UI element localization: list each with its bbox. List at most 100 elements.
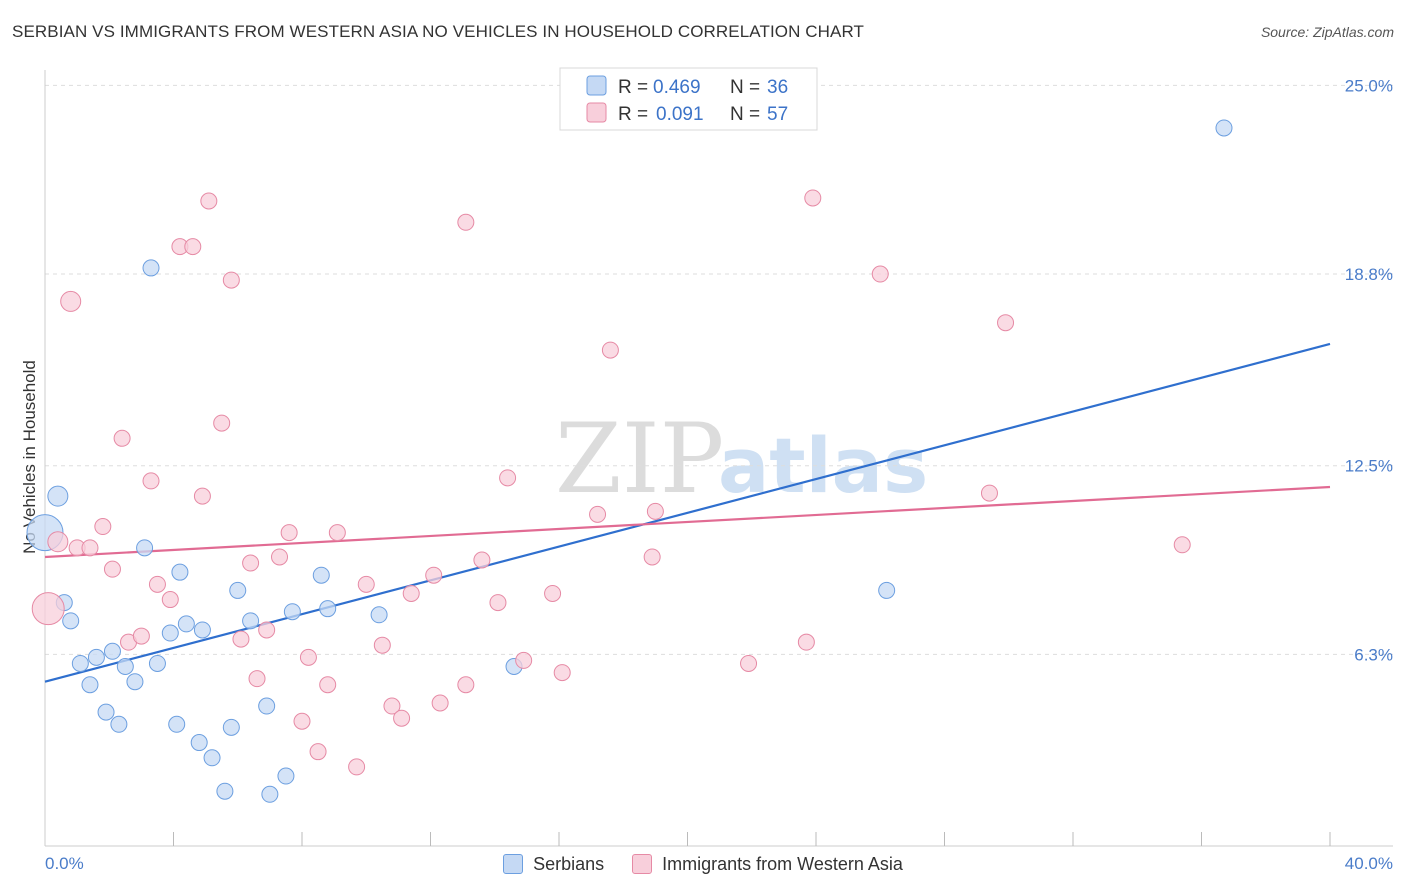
legend-r-value-western-asia: 0.091 (656, 104, 704, 125)
x-tick-label-min: 0.0% (45, 854, 84, 873)
data-point-1-56 (1173, 536, 1191, 554)
data-point-0-26 (258, 697, 276, 715)
data-point-1-18 (222, 271, 240, 289)
data-point-1-37 (431, 694, 449, 712)
data-point-1-25 (293, 712, 311, 730)
data-point-1-33 (383, 697, 401, 715)
data-point-0-13 (142, 259, 160, 277)
axes (44, 70, 1393, 847)
data-point-0-27 (261, 785, 279, 803)
data-point-1-11 (148, 575, 166, 593)
data-point-0-35 (1215, 119, 1233, 137)
data-point-0-8 (103, 642, 121, 660)
data-point-1-35 (402, 584, 420, 602)
legend-key-serbians (503, 854, 524, 874)
data-point-1-50 (740, 654, 758, 672)
data-point-1-27 (309, 743, 327, 761)
data-point-1-17 (213, 414, 231, 432)
legend-item-serbians: Serbians (503, 854, 604, 875)
data-point-1-34 (393, 709, 411, 727)
data-point-1-0 (31, 592, 65, 626)
data-point-1-14 (184, 238, 202, 256)
data-point-1-52 (804, 189, 822, 207)
trend-line-1 (44, 485, 1331, 559)
data-point-1-26 (299, 648, 317, 666)
legend-n-value-serbians: 36 (767, 77, 788, 98)
data-point-1-54 (980, 484, 998, 502)
data-point-1-15 (193, 487, 211, 505)
data-point-1-28 (319, 676, 337, 694)
data-point-0-21 (203, 749, 221, 767)
data-point-1-45 (553, 664, 571, 682)
legend-n-label-serbians: N = (730, 77, 760, 98)
data-point-1-44 (544, 584, 562, 602)
data-point-0-12 (136, 539, 154, 557)
data-point-0-3 (62, 612, 80, 630)
data-point-0-31 (319, 600, 337, 618)
data-point-0-10 (116, 657, 134, 675)
data-point-1-41 (489, 594, 507, 612)
data-point-1-20 (242, 554, 260, 572)
data-point-0-34 (878, 581, 896, 599)
legend-r-value-serbians: 0.469 (653, 77, 701, 98)
y-tick-labels: 6.3% 12.5% 18.8% 25.0% (1345, 76, 1393, 664)
data-point-1-46 (589, 505, 607, 523)
data-point-1-49 (646, 502, 664, 520)
x-tick-label-max: 40.0% (1345, 854, 1393, 873)
data-point-1-24 (280, 524, 298, 542)
data-point-1-4 (81, 539, 99, 557)
data-point-0-11 (126, 673, 144, 691)
data-point-1-16 (200, 192, 218, 210)
data-point-1-10 (142, 472, 160, 490)
data-point-1-2 (60, 290, 82, 312)
data-point-0-9 (110, 715, 128, 733)
data-point-0-28 (277, 767, 295, 785)
data-point-1-47 (601, 341, 619, 359)
legend-label-serbians: Serbians (533, 853, 605, 874)
data-points (26, 119, 1233, 803)
y-tick-label-2: 18.8% (1345, 265, 1393, 284)
data-point-1-12 (161, 591, 179, 609)
chart-source: Source: ZipAtlas.com (1260, 24, 1394, 40)
data-point-0-20 (193, 621, 211, 639)
data-point-1-43 (515, 651, 533, 669)
legend-n-value-western-asia: 57 (767, 104, 788, 125)
data-point-1-22 (258, 621, 276, 639)
data-point-1-51 (797, 633, 815, 651)
trend-lines (44, 342, 1331, 683)
trend-line-0 (44, 342, 1331, 683)
data-point-0-30 (312, 566, 330, 584)
y-axis-label: No Vehicles in Household (20, 360, 39, 554)
data-point-1-6 (103, 560, 121, 578)
stats-legend: R = 0.469 N = 36 R = 0.091 N = 57 (559, 67, 818, 131)
data-point-1-31 (357, 575, 375, 593)
data-point-0-24 (229, 581, 247, 599)
legend-swatch-western-asia (586, 102, 607, 123)
y-tick-label-0: 6.3% (1354, 645, 1393, 664)
x-ticks (173, 832, 1331, 846)
data-point-1-53 (871, 265, 889, 283)
legend-swatch-serbians (586, 75, 607, 96)
data-point-1-55 (997, 314, 1015, 332)
data-point-1-7 (113, 429, 131, 447)
data-point-1-23 (271, 548, 289, 566)
y-tick-label-1: 12.5% (1345, 457, 1393, 476)
data-point-1-38 (457, 676, 475, 694)
data-point-0-7 (97, 703, 115, 721)
series-1-points (31, 189, 1191, 776)
data-point-0-22 (216, 782, 234, 800)
data-point-0-23 (222, 718, 240, 736)
data-point-1-5 (94, 518, 112, 536)
data-point-1-40 (473, 551, 491, 569)
legend-r-label-serbians: R = (618, 77, 648, 98)
legend-r-label-western-asia: R = (618, 104, 648, 125)
legend-n-label-western-asia: N = (730, 104, 760, 125)
data-point-1-32 (373, 636, 391, 654)
data-point-1-9 (132, 627, 150, 645)
data-point-0-6 (87, 648, 105, 666)
y-tick-label-3: 25.0% (1345, 76, 1393, 95)
data-point-0-14 (148, 654, 166, 672)
data-point-1-39 (457, 213, 475, 231)
data-point-1-42 (499, 469, 517, 487)
